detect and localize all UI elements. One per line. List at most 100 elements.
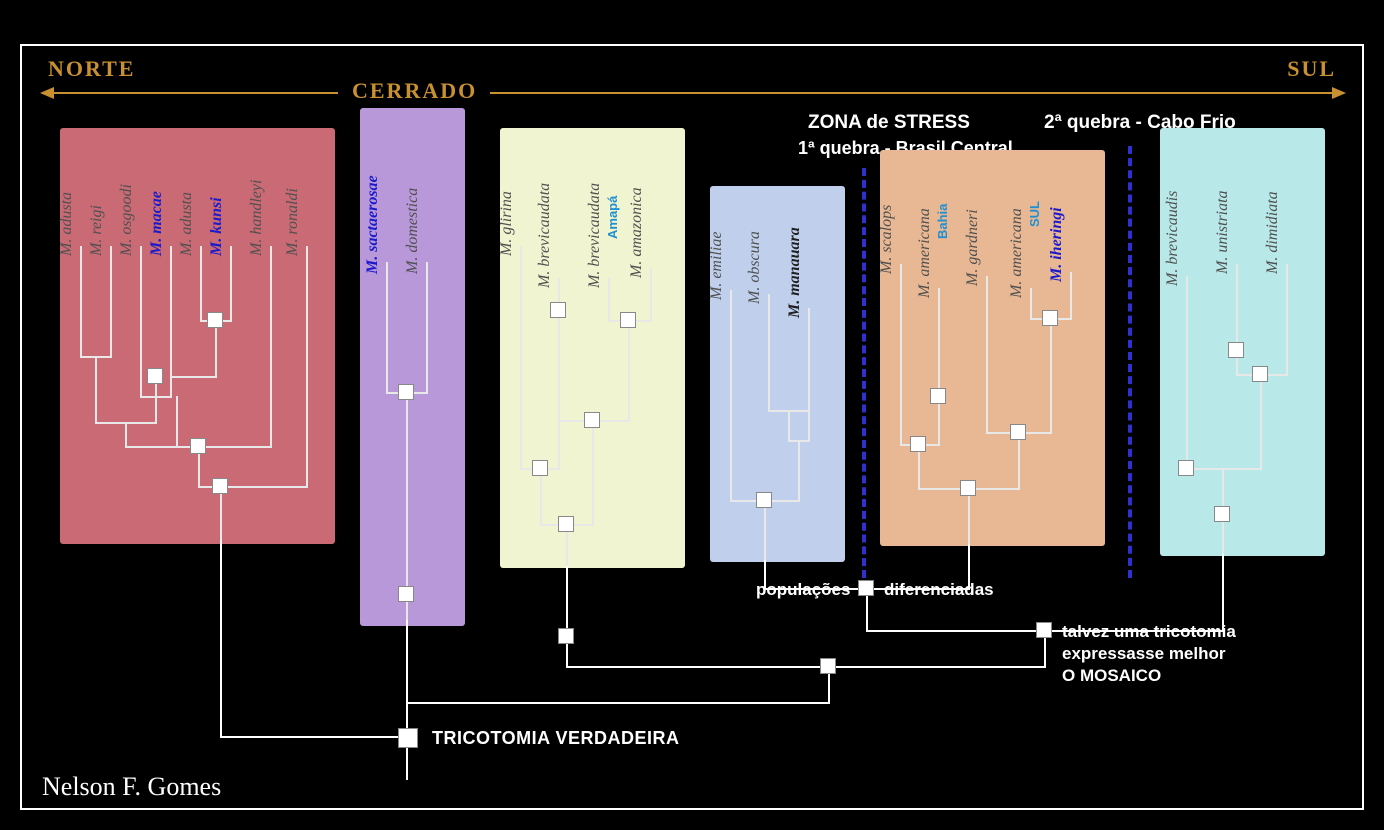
taxon-b0: M. sactaerosae	[364, 175, 382, 274]
taxon-e4: M. iheringi	[1048, 207, 1066, 282]
node-square	[1010, 424, 1026, 440]
dash-line-1	[862, 168, 866, 578]
node-square	[558, 628, 574, 644]
author-label: Nelson F. Gomes	[42, 772, 221, 802]
gradient-arrow	[54, 92, 338, 94]
tree-line	[798, 440, 800, 500]
taxon-c0: M. glirina	[498, 191, 516, 256]
tree-line	[80, 246, 82, 356]
taxon-a2: M. osgoodi	[118, 184, 136, 256]
tree-line	[1050, 318, 1052, 432]
tree-line	[768, 294, 770, 410]
node-square	[212, 478, 228, 494]
tree-line	[986, 276, 988, 432]
node-square	[532, 460, 548, 476]
tree-line	[1186, 468, 1262, 470]
pop-left: populações	[756, 580, 850, 600]
tree-line	[520, 246, 522, 468]
taxon-b1: M. domestica	[404, 188, 422, 274]
pop-right: diferenciadas	[884, 580, 994, 600]
tree-line	[1236, 264, 1238, 350]
taxon-a4: M. adusta	[178, 192, 196, 256]
tree-line	[406, 702, 830, 704]
stress-label: ZONA de STRESS	[808, 112, 970, 134]
node-square	[1178, 460, 1194, 476]
taxon-c3: M. amazonica	[628, 187, 646, 278]
taxon-d0: M. emiliae	[708, 232, 726, 300]
taxon-f2: M. dimidiata	[1264, 191, 1282, 274]
taxon-f0: M. brevicaudis	[1164, 191, 1182, 286]
node-square	[1042, 310, 1058, 326]
tree-line	[1260, 374, 1262, 468]
tree-line	[808, 308, 810, 440]
node-square	[550, 302, 566, 318]
taxon-c2: M. brevicaudata	[586, 183, 604, 288]
tree-line	[938, 288, 940, 396]
tree-line	[968, 488, 970, 544]
taxon-e3: M. americana	[1008, 208, 1026, 298]
tree-line	[1222, 554, 1224, 630]
node-square	[820, 658, 836, 674]
node-square	[207, 312, 223, 328]
node-square	[398, 586, 414, 602]
gradient-arrow-right	[490, 92, 1332, 94]
tree-line	[900, 264, 902, 444]
tree-line	[764, 500, 766, 560]
tree-line	[608, 278, 610, 320]
tree-line	[592, 420, 594, 524]
taxon-a6: M. handleyi	[248, 180, 266, 256]
node-square	[620, 312, 636, 328]
tree-line	[215, 320, 217, 376]
label-sul: SUL	[1287, 56, 1336, 82]
tree-line	[140, 246, 142, 396]
tree-line	[230, 246, 232, 320]
tree-line	[540, 468, 542, 524]
tree-line	[788, 410, 790, 440]
tree-line	[220, 540, 222, 736]
tricotomia-label: TRICOTOMIA VERDADEIRA	[432, 728, 680, 749]
node-square	[960, 480, 976, 496]
tree-line	[170, 376, 217, 378]
arrow-right-head	[1332, 87, 1346, 99]
node-square	[930, 388, 946, 404]
taxon-a1: M. reigi	[88, 205, 106, 256]
node-square	[398, 728, 418, 748]
tree-line	[566, 666, 1046, 668]
tree-line	[220, 486, 222, 540]
taxon-a0: M. adusta	[58, 192, 76, 256]
label-cerrado: CERRADO	[352, 78, 477, 104]
taxon-a7: M. ronaldi	[284, 188, 302, 256]
tree-line	[1030, 288, 1032, 318]
tree-line	[650, 268, 652, 320]
taxon-a3: M. macae	[148, 191, 166, 256]
node-square	[1214, 506, 1230, 522]
tree-line	[270, 246, 272, 446]
tree-line	[306, 246, 308, 486]
tree-line	[1286, 264, 1288, 374]
node-square	[147, 368, 163, 384]
node-square	[398, 384, 414, 400]
tree-line	[1018, 432, 1020, 488]
mosaico-3: O MOSAICO	[1062, 666, 1161, 686]
tree-line	[566, 566, 568, 666]
label-norte: NORTE	[48, 56, 135, 82]
tree-line	[1186, 276, 1188, 468]
node-square	[1228, 342, 1244, 358]
taxon-e1-sub: Bahia	[935, 204, 950, 239]
tree-line	[125, 422, 127, 446]
tree-line	[386, 262, 388, 392]
tree-line	[628, 320, 630, 420]
tree-line	[110, 246, 112, 356]
tree-line	[176, 396, 178, 446]
tree-line	[220, 736, 408, 738]
taxon-e0: M. scalops	[878, 205, 896, 274]
taxon-e1: M. americana	[916, 208, 934, 298]
node-square	[584, 412, 600, 428]
tree-line	[95, 356, 97, 422]
taxon-a5: M. kunsi	[208, 197, 226, 256]
taxon-c2-sub: Amapá	[605, 196, 620, 239]
tree-line	[200, 246, 202, 320]
tree-line	[426, 262, 428, 392]
node-square	[558, 516, 574, 532]
node-square	[1036, 622, 1052, 638]
